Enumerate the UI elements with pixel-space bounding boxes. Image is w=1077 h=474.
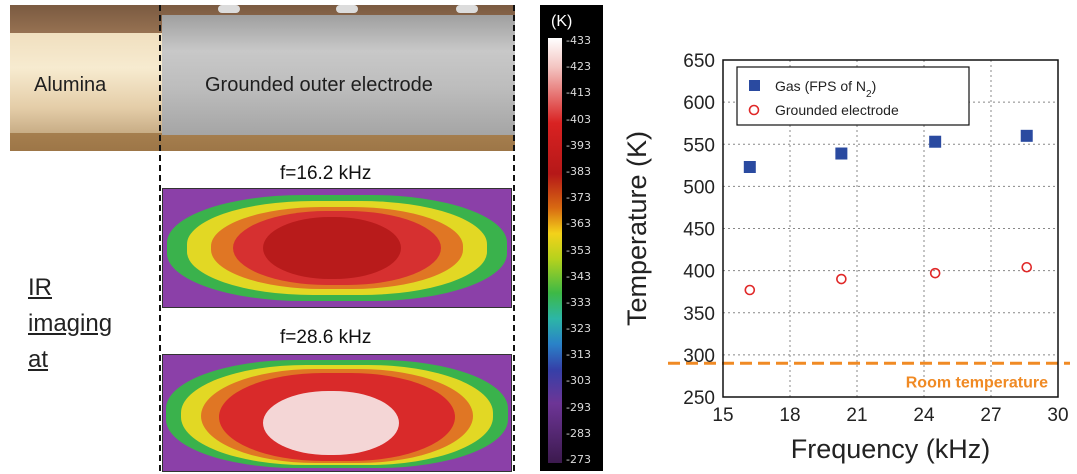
temperature-chart: Room temperature 15 18 21 24 27 30 250 300 350 40… — [622, 51, 1070, 464]
y-tick-650: 650 — [683, 51, 715, 72]
x-tick-30: 30 — [1047, 405, 1068, 426]
x-tick-15: 15 — [712, 405, 733, 426]
colorbar-tick-383: -383 — [566, 164, 591, 178]
legend-marker-gas — [749, 80, 760, 91]
y-tick-550: 550 — [683, 135, 715, 156]
legend-label-electrode: Grounded electrode — [775, 102, 899, 118]
gas-point-2 — [929, 135, 942, 148]
electrode-point-1 — [836, 273, 847, 285]
colorbar-tick-303: -303 — [566, 374, 591, 388]
ir-image-16kHz — [162, 188, 512, 308]
colorbar-tick-413: -413 — [566, 86, 591, 100]
legend: Gas (FPS of N2) Grounded electrode — [736, 66, 970, 126]
freq-label-2: f=28.6 kHz — [280, 327, 372, 348]
legend-box — [736, 66, 970, 126]
y-tick-250: 250 — [683, 388, 715, 409]
electrode-label: Grounded outer electrode — [205, 74, 433, 96]
room-temperature-line-group: Room temperature — [668, 361, 1070, 391]
colorbar-gradient — [548, 38, 562, 463]
grounded-electrode — [162, 15, 515, 135]
colorbar-tick-353: -353 — [566, 243, 591, 257]
colorbar-tick-363: -363 — [566, 217, 591, 231]
screw-2 — [336, 5, 358, 13]
colorbar-unit: (K) — [551, 13, 573, 30]
electrode-point-0 — [744, 284, 756, 296]
y-tick-350: 350 — [683, 304, 715, 325]
x-tick-18: 18 — [779, 405, 800, 426]
x-tick-24: 24 — [913, 405, 935, 426]
ir-label-line-3: at — [28, 346, 49, 373]
legend-marker-electrode — [748, 104, 760, 116]
colorbar-tick-283: -283 — [566, 426, 591, 440]
gas-point-1 — [835, 147, 848, 160]
boundary-line-right — [513, 5, 515, 471]
gas-point-3 — [1020, 129, 1033, 142]
y-tick-300: 300 — [683, 346, 715, 367]
y-tick-500: 500 — [683, 177, 715, 198]
alumina-label: Alumina — [34, 74, 107, 96]
colorbar-tick-393: -393 — [566, 138, 591, 152]
screw-1 — [218, 5, 240, 13]
ir-label-line-1: IR — [28, 274, 52, 301]
plot-frame — [722, 59, 1059, 398]
y-axis-label: Temperature (K) — [622, 131, 652, 326]
axis-ticks: 15 18 21 24 27 30 250 300 350 400 450 500 550 600 650 — [683, 51, 1068, 426]
boundary-line-left — [159, 5, 161, 471]
colorbar-tick-423: -423 — [566, 60, 591, 74]
colorbar-tick-373: -373 — [566, 191, 591, 205]
colorbar-tick-333: -333 — [566, 295, 591, 309]
x-tick-21: 21 — [846, 405, 867, 426]
colorbar-tick-273: -273 — [566, 453, 591, 466]
y-tick-600: 600 — [683, 93, 715, 114]
gas-point-0 — [743, 160, 756, 173]
y-tick-400: 400 — [683, 262, 715, 283]
x-axis-label: Frequency (kHz) — [791, 434, 991, 464]
data-points — [743, 129, 1033, 296]
colorbar-tick-313: -313 — [566, 348, 591, 362]
legend-label-gas: Gas (FPS of N2) — [775, 78, 876, 100]
electrode-point-3 — [1021, 261, 1033, 273]
electrode-point-2 — [929, 267, 941, 279]
room-temperature-label: Room temperature — [906, 374, 1048, 391]
colorbar-tick-433: -433 — [566, 34, 591, 47]
ir-imaging-label: IR imaging at — [28, 270, 112, 378]
ir-image-28kHz — [162, 354, 512, 472]
alumina-tube — [10, 33, 162, 133]
colorbar-panel: (K) -433 -423 -413 -403 -393 -383 -373 -363 -353… — [540, 5, 603, 471]
colorbar-tick-403: -403 — [566, 112, 591, 126]
screw-3 — [456, 5, 478, 13]
reactor-photo: Alumina Grounded outer electrode — [10, 5, 515, 151]
colorbar-tick-293: -293 — [566, 400, 591, 414]
colorbar-tick-343: -343 — [566, 269, 591, 283]
colorbar-tick-323: -323 — [566, 322, 591, 336]
y-tick-450: 450 — [683, 220, 715, 241]
freq-label-1: f=16.2 kHz — [280, 163, 372, 184]
x-tick-27: 27 — [980, 405, 1001, 426]
ir-label-line-2: imaging — [28, 310, 113, 337]
